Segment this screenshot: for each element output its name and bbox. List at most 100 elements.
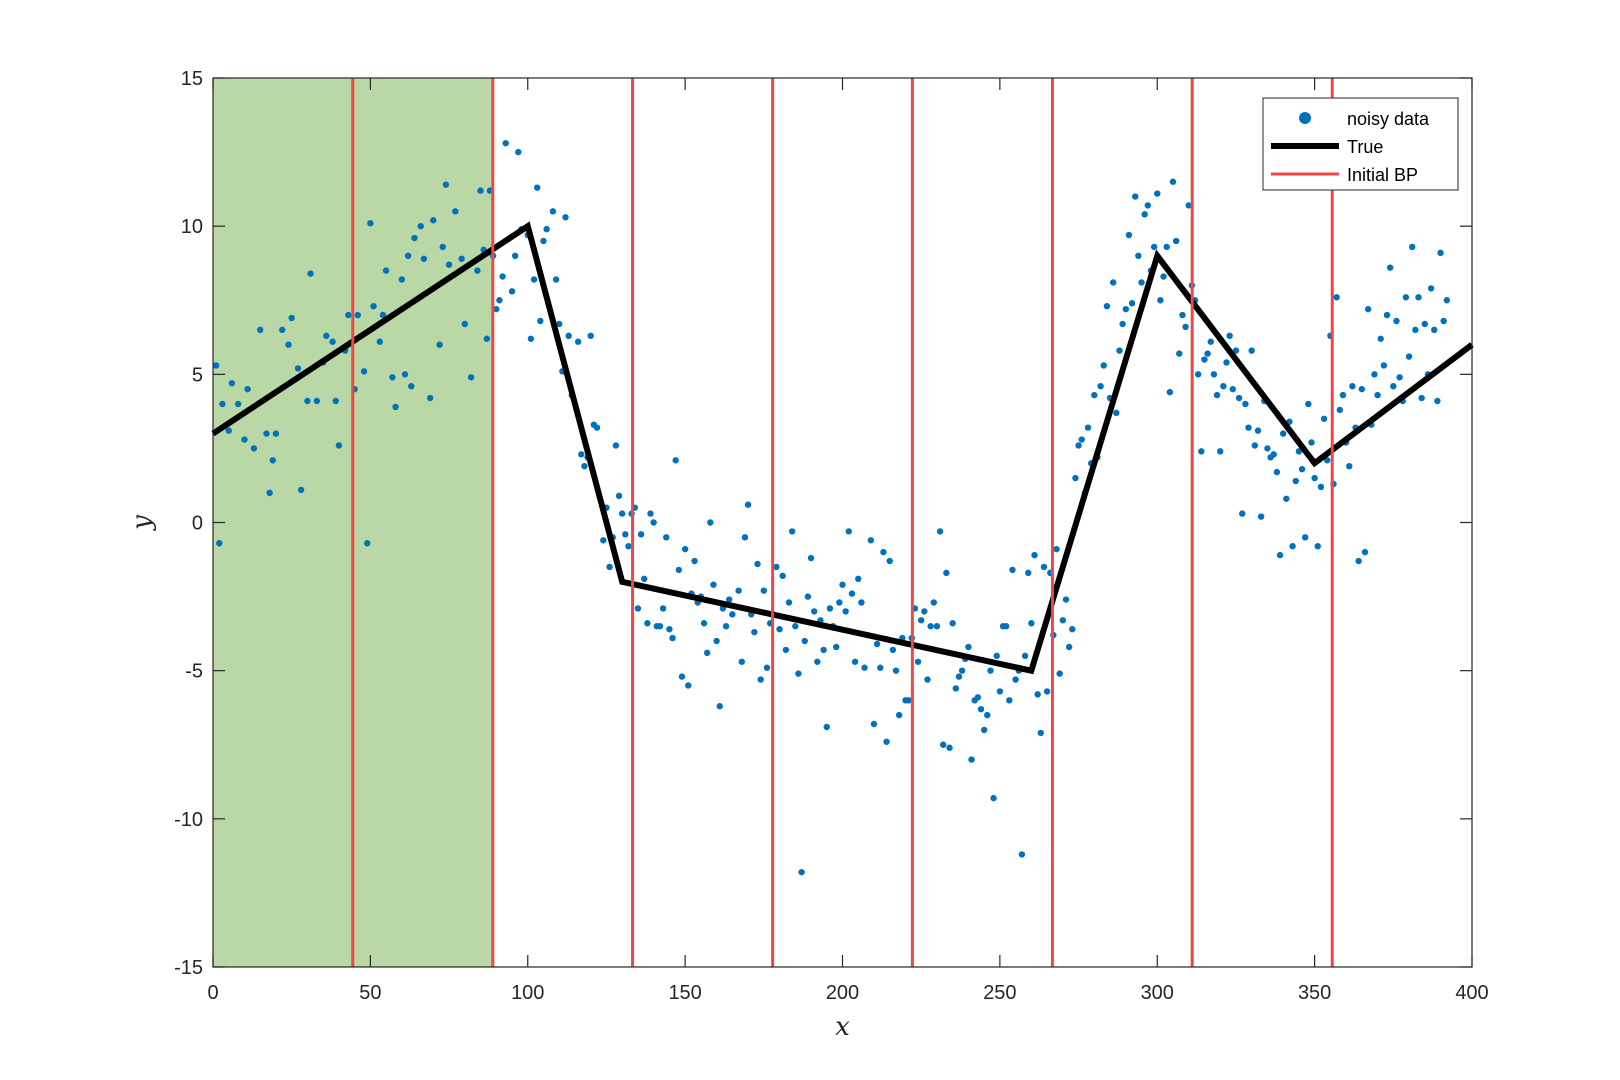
data-point <box>710 581 717 588</box>
data-point <box>1144 202 1152 209</box>
data-point <box>533 184 541 191</box>
data-point <box>741 534 749 541</box>
data-point <box>578 451 585 458</box>
data-point <box>713 637 720 645</box>
data-point <box>332 397 339 405</box>
data-point <box>930 599 937 606</box>
data-point <box>1242 400 1249 408</box>
data-point <box>1405 353 1413 360</box>
data-point <box>634 605 642 612</box>
data-point <box>439 243 446 251</box>
data-point <box>1239 510 1246 517</box>
data-point <box>1355 557 1362 565</box>
data-point <box>600 537 607 544</box>
data-point <box>552 276 560 283</box>
data-point <box>917 617 925 624</box>
data-point <box>622 531 629 538</box>
data-point <box>836 599 843 606</box>
data-point <box>1132 193 1139 200</box>
data-point <box>990 794 997 802</box>
data-point <box>980 726 988 734</box>
data-point <box>905 697 912 704</box>
data-point <box>360 368 368 375</box>
data-point <box>1324 457 1331 464</box>
data-point <box>376 338 384 345</box>
data-point <box>776 625 783 633</box>
data-point <box>993 652 1000 660</box>
data-point <box>1163 243 1170 251</box>
data-point <box>493 305 500 313</box>
data-point <box>1245 424 1252 431</box>
data-point <box>1226 332 1233 340</box>
data-point <box>1213 391 1221 399</box>
data-point <box>1254 427 1262 434</box>
legend-marker-noisy-data <box>1299 112 1311 124</box>
data-point <box>681 545 689 553</box>
data-point <box>527 335 535 342</box>
data-point <box>1043 688 1051 695</box>
data-point <box>958 667 966 674</box>
data-point <box>861 664 868 671</box>
data-point <box>1248 347 1255 354</box>
data-point <box>304 397 311 405</box>
data-point <box>477 187 484 194</box>
data-point <box>458 255 465 262</box>
data-point <box>1283 495 1290 502</box>
data-point <box>212 362 220 369</box>
data-point <box>1333 294 1340 301</box>
data-point <box>530 276 538 283</box>
data-point <box>461 320 468 328</box>
data-point <box>946 744 953 751</box>
x-tick-label: 0 <box>207 982 218 1004</box>
data-point <box>707 519 714 526</box>
data-point <box>1040 563 1048 571</box>
data-point <box>511 252 519 259</box>
legend-label: noisy data <box>1347 109 1430 129</box>
data-point <box>1034 691 1041 698</box>
data-point <box>949 620 956 627</box>
legend-label: Initial BP <box>1347 165 1418 185</box>
data-point <box>892 667 900 674</box>
data-point <box>1431 326 1438 334</box>
data-point <box>1305 400 1312 408</box>
data-point <box>1361 548 1369 556</box>
data-point <box>1109 279 1117 286</box>
y-tick-label: 0 <box>192 513 203 535</box>
data-point <box>411 234 418 242</box>
data-point <box>814 658 821 665</box>
data-point <box>313 397 321 405</box>
data-point <box>323 332 330 340</box>
data-point <box>496 297 503 304</box>
data-point <box>754 560 761 568</box>
data-point <box>417 222 424 230</box>
data-point <box>392 403 399 411</box>
data-point <box>751 628 758 636</box>
data-point <box>851 658 859 665</box>
data-point <box>1421 320 1428 328</box>
data-point <box>886 557 893 565</box>
data-point <box>725 596 733 603</box>
data-point <box>288 314 295 322</box>
data-point <box>1364 305 1372 313</box>
data-point <box>285 341 292 348</box>
data-point <box>807 554 815 562</box>
data-point <box>408 382 415 390</box>
data-point <box>760 587 768 594</box>
data-point <box>329 338 336 345</box>
data-point <box>420 255 428 262</box>
data-point <box>965 643 972 651</box>
data-point <box>678 673 686 680</box>
data-point <box>1053 545 1060 553</box>
data-point <box>883 738 890 745</box>
data-point <box>792 623 799 630</box>
data-point <box>672 457 679 464</box>
data-point <box>354 311 361 319</box>
data-point <box>1135 252 1142 259</box>
data-point <box>873 640 881 648</box>
legend-label: True <box>1347 137 1383 157</box>
data-point <box>1128 300 1136 307</box>
data-point <box>735 587 742 594</box>
data-point <box>467 374 475 381</box>
data-point <box>1031 551 1038 559</box>
